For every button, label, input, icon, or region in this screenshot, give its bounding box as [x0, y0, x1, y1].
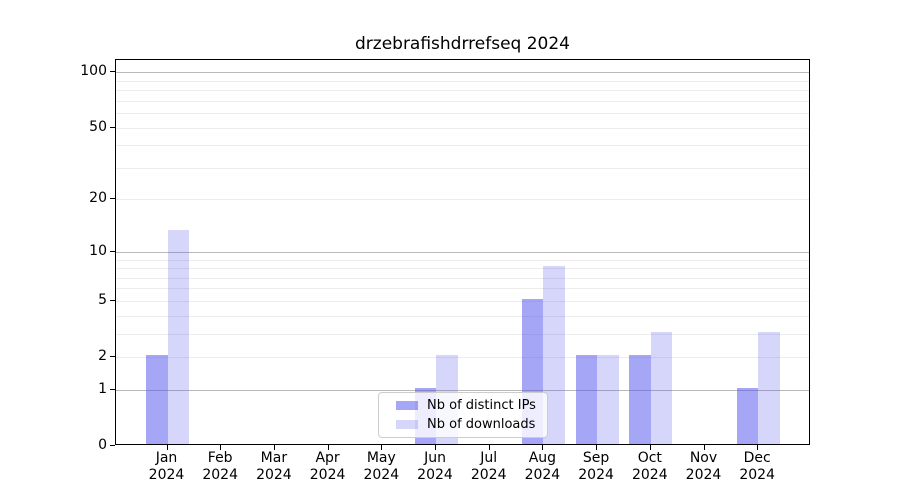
legend: Nb of distinct IPs Nb of downloads [378, 392, 548, 438]
legend-label-distinct-ips: Nb of distinct IPs [427, 397, 536, 413]
x-tick-label-may-2024: May 2024 [363, 450, 400, 483]
bar-distinct-ips-dec-2024 [736, 387, 759, 444]
bar-downloads-sep-2024 [597, 355, 619, 444]
x-tick-aug-2024 [542, 445, 544, 450]
minor-gridline-90 [116, 80, 809, 82]
minor-gridline-50 [116, 127, 809, 129]
minor-gridline-80 [116, 90, 809, 92]
legend-item-downloads: Nb of downloads [396, 415, 543, 434]
x-tick-label-nov-2024: Nov 2024 [685, 450, 722, 483]
bar-downloads-jan-2024 [167, 230, 189, 444]
y-tick-20 [110, 198, 115, 200]
y-tick-10 [110, 250, 115, 252]
x-tick-label-sep-2024: Sep 2024 [578, 450, 614, 483]
bar-downloads-aug-2024 [543, 266, 565, 444]
chart-title: drzebrafishdrrefseq 2024 [354, 34, 570, 54]
x-tick-dec-2024 [757, 445, 759, 450]
minor-gridline-3 [116, 333, 809, 335]
x-tick-label-aug-2024: Aug 2024 [524, 450, 561, 483]
minor-gridline-9 [116, 259, 809, 261]
bar-downloads-dec-2024 [758, 331, 780, 444]
minor-gridline-60 [116, 113, 809, 114]
bar-distinct-ips-oct-2024 [629, 355, 651, 444]
x-tick-mar-2024 [273, 445, 275, 450]
minor-gridline-8 [116, 268, 809, 269]
y-tick-label-5: 5 [98, 291, 107, 308]
major-gridline-100 [116, 72, 809, 74]
bar-distinct-ips-sep-2024 [575, 355, 598, 444]
x-tick-feb-2024 [220, 445, 222, 450]
minor-gridline-30 [116, 167, 809, 169]
y-tick-5 [110, 299, 115, 301]
x-tick-label-mar-2024: Mar 2024 [256, 450, 292, 483]
plot-area [115, 59, 810, 445]
major-gridline-1 [116, 389, 809, 391]
minor-gridline-70 [116, 100, 809, 102]
legend-label-downloads: Nb of downloads [427, 416, 536, 432]
x-tick-label-jul-2024: Jul 2024 [470, 450, 507, 483]
y-tick-label-50: 50 [89, 118, 107, 135]
x-tick-jan-2024 [166, 445, 168, 450]
y-tick-label-2: 2 [98, 348, 107, 364]
y-tick-1 [110, 388, 115, 390]
y-tick-label-1: 1 [98, 380, 107, 397]
x-tick-oct-2024 [649, 445, 651, 450]
y-tick-2 [110, 356, 115, 357]
minor-gridline-2 [116, 357, 809, 358]
minor-gridline-7 [116, 277, 809, 279]
y-tick-label-10: 10 [89, 242, 107, 259]
x-tick-label-feb-2024: Feb 2024 [202, 450, 238, 483]
x-tick-label-jan-2024: Jan 2024 [148, 450, 185, 483]
major-gridline-10 [116, 251, 809, 253]
x-tick-apr-2024 [327, 445, 329, 450]
minor-gridline-5 [116, 300, 809, 302]
bar-distinct-ips-jan-2024 [146, 355, 168, 444]
minor-gridline-40 [116, 145, 809, 147]
x-tick-nov-2024 [703, 445, 705, 450]
bar-downloads-oct-2024 [650, 331, 673, 444]
x-tick-may-2024 [381, 445, 383, 450]
minor-gridline-6 [116, 288, 809, 290]
y-tick-100 [110, 71, 115, 73]
x-tick-label-oct-2024: Oct 2024 [631, 450, 668, 483]
legend-item-distinct-ips: Nb of distinct IPs [396, 396, 543, 415]
y-tick-label-100: 100 [80, 63, 107, 80]
minor-gridline-20 [116, 199, 809, 201]
y-tick-0 [110, 445, 115, 446]
y-tick-label-20: 20 [89, 190, 107, 207]
x-tick-jul-2024 [488, 445, 490, 450]
legend-swatch-downloads-icon [396, 420, 418, 429]
y-tick-50 [110, 126, 115, 128]
y-tick-label-0: 0 [98, 437, 107, 453]
x-tick-jun-2024 [435, 445, 436, 450]
x-tick-label-dec-2024: Dec 2024 [739, 450, 775, 483]
minor-gridline-4 [116, 315, 809, 317]
x-tick-label-apr-2024: Apr 2024 [309, 450, 346, 483]
x-tick-sep-2024 [596, 445, 598, 450]
legend-swatch-distinct-ips-icon [396, 401, 418, 410]
x-tick-label-jun-2024: Jun 2024 [417, 450, 453, 483]
